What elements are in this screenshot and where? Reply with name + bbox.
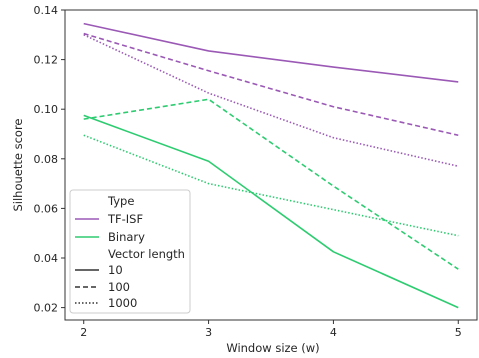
- plot-frame: [64, 9, 478, 321]
- legend: Type TF-ISF Binary Vector length 10 100 …: [69, 189, 191, 314]
- legend-length-title: Vector length: [108, 247, 185, 261]
- series-line-binary-10: [83, 114, 459, 309]
- series-line-binary-1000: [83, 134, 459, 237]
- x-tick-label: 3: [205, 326, 212, 339]
- series-line-tf-isf-100: [83, 32, 459, 137]
- legend-label-10: 10: [108, 263, 123, 277]
- y-tick-label: 0.12: [34, 54, 59, 67]
- y-tick-label: 0.06: [34, 202, 59, 215]
- y-tick-label: 0.04: [34, 252, 59, 265]
- x-tick-label: 5: [455, 326, 462, 339]
- y-tick-label: 0.08: [34, 153, 59, 166]
- series-line-tf-isf-10: [83, 22, 459, 83]
- y-axis-label: Silhouette score: [11, 118, 25, 211]
- legend-label-1000: 1000: [108, 296, 137, 310]
- x-tick-label: 2: [80, 326, 87, 339]
- y-tick-label: 0.10: [34, 103, 59, 116]
- plot-content: [83, 22, 459, 309]
- legend-label-100: 100: [108, 280, 130, 294]
- legend-frame: [69, 189, 191, 314]
- x-tick-label: 4: [330, 326, 337, 339]
- y-tick-label: 0.14: [34, 4, 59, 17]
- axes: 2 3 4 5 0.02 0.04 0.06 0.08 0.10 0.12 0.14: [34, 4, 478, 339]
- y-tick-label: 0.02: [34, 302, 59, 315]
- legend-label-tf-isf: TF-ISF: [107, 212, 143, 226]
- x-axis-label: Window size (w): [226, 341, 319, 355]
- series-line-binary-100: [83, 98, 459, 270]
- legend-type-title: Type: [107, 194, 134, 208]
- legend-label-binary: Binary: [108, 230, 145, 244]
- series-line-tf-isf-1000: [83, 34, 459, 168]
